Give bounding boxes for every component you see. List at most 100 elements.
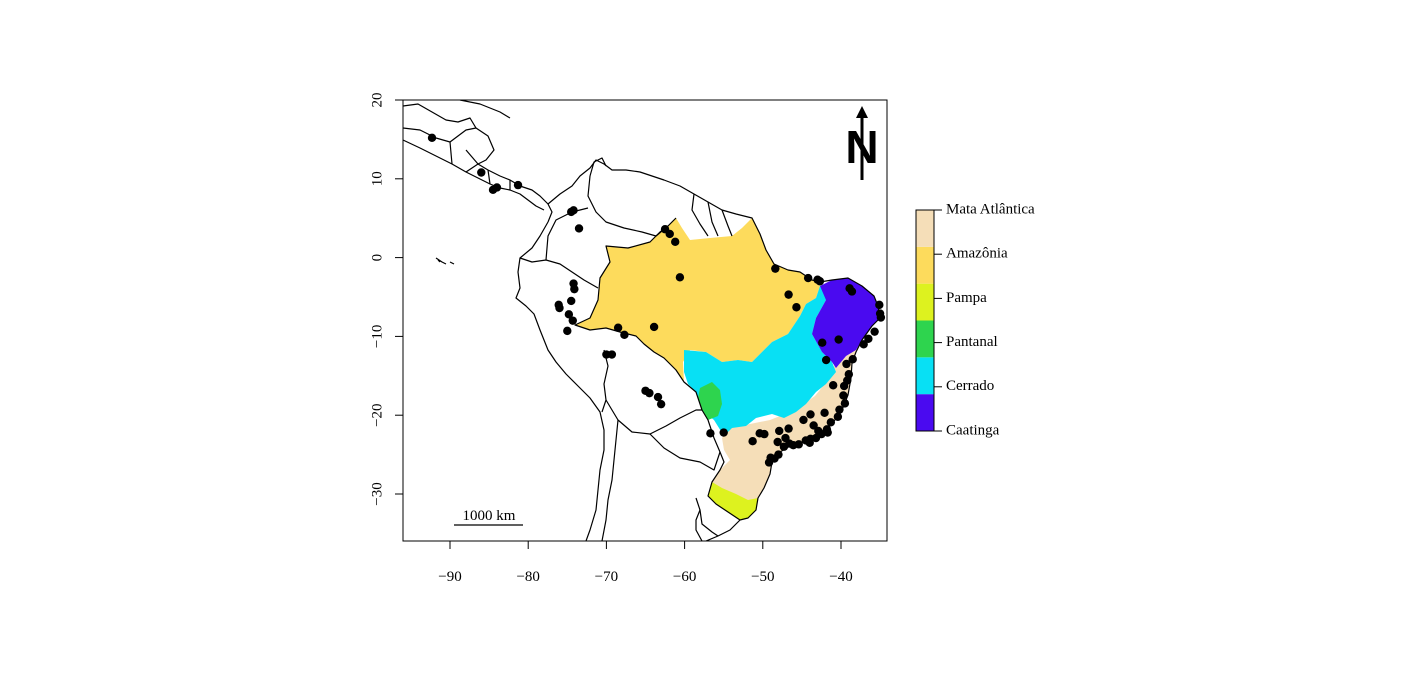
occurrence-point <box>675 273 685 282</box>
x-tick-label: −80 <box>516 569 539 585</box>
border-argentina-uruguay <box>695 497 719 537</box>
occurrence-point <box>567 296 576 306</box>
border-chile-argentina <box>601 419 619 541</box>
border-peru-bolivia <box>601 349 609 413</box>
border-bolivia-south <box>605 399 702 435</box>
legend-label: Caatinga <box>946 422 1000 438</box>
occurrence-point <box>875 300 884 310</box>
occurrence-point <box>771 264 780 273</box>
y-tick-label: 20 <box>369 93 385 108</box>
occurrence-point <box>806 410 815 419</box>
north-arrow-label: N <box>845 121 878 173</box>
north-arrow-head <box>856 106 868 118</box>
y-tick-label: −20 <box>369 403 385 426</box>
occurrence-point <box>876 313 886 322</box>
occurrence-points <box>427 133 886 467</box>
occurrence-point <box>649 322 659 332</box>
border-french-guiana <box>721 209 733 237</box>
occurrence-point <box>775 426 784 436</box>
occurrence-point <box>826 418 836 427</box>
occurrence-point <box>706 429 715 438</box>
occurrence-point <box>803 273 813 283</box>
occurrence-point <box>799 415 808 425</box>
legend-swatch <box>916 210 934 247</box>
y-tick-label: 0 <box>369 254 385 262</box>
border-paraguay <box>649 433 721 471</box>
occurrence-point <box>568 316 577 325</box>
legend-swatch <box>916 320 934 358</box>
occurrence-point <box>645 388 654 398</box>
occurrence-point <box>823 428 832 437</box>
occurrence-point <box>574 224 584 233</box>
occurrence-point <box>820 408 829 418</box>
x-tick-label: −50 <box>751 569 774 585</box>
occurrence-point <box>671 237 680 247</box>
border-suriname <box>707 201 719 237</box>
coast-uruguay <box>695 509 703 541</box>
occurrence-point <box>818 338 827 347</box>
occurrence-point <box>840 399 850 408</box>
occurrence-point <box>427 133 437 143</box>
occurrence-point <box>564 310 574 319</box>
legend: Mata Atlântica Amazônia Pampa Pantanal Cerra… <box>915 201 1035 438</box>
occurrence-point <box>607 350 617 359</box>
occurrence-point <box>719 428 728 437</box>
y-tick-label: −10 <box>369 325 385 348</box>
occurrence-point <box>809 421 818 430</box>
occurrence-point <box>781 433 790 443</box>
x-tick-label: −40 <box>829 569 852 585</box>
x-tick-label: −90 <box>438 569 461 585</box>
biome-layer <box>575 218 880 520</box>
occurrence-point <box>842 359 851 369</box>
legend-label: Amazônia <box>946 246 1008 262</box>
x-axis: −90 −80 −70 −60 −50 −40 <box>438 540 853 585</box>
occurrence-point <box>620 330 629 340</box>
biome-mata-atlantica <box>712 335 860 505</box>
occurrence-point <box>784 424 793 433</box>
scale-bar: 1000 km <box>454 508 523 526</box>
y-tick-label: 10 <box>369 171 385 186</box>
y-tick-label: −30 <box>369 482 385 505</box>
map-content <box>403 100 886 541</box>
occurrence-point <box>563 326 572 336</box>
legend-label: Pantanal <box>946 334 998 350</box>
occurrence-point <box>821 355 831 365</box>
y-axis: 20 10 0 −10 −20 −30 <box>369 93 404 506</box>
occurrence-point <box>839 391 848 400</box>
occurrence-point <box>555 303 564 313</box>
occurrence-point <box>488 185 498 195</box>
occurrence-point <box>833 412 843 421</box>
border-colombia-ecuador-peru <box>519 257 599 289</box>
occurrence-point <box>653 392 663 402</box>
border-nicaragua <box>487 169 491 185</box>
occurrence-point <box>835 405 844 414</box>
occurrence-point <box>784 290 793 299</box>
occurrence-point <box>814 426 823 436</box>
occurrence-point <box>815 277 825 286</box>
island-cuba <box>459 100 511 119</box>
coast-central-america-north <box>403 103 477 129</box>
biome-pampa <box>708 482 758 520</box>
legend-label: Mata Atlântica <box>946 201 1035 217</box>
occurrence-point <box>870 327 879 336</box>
border-colombia-south <box>545 207 589 261</box>
island-small <box>435 257 455 265</box>
border-honduras <box>465 149 479 173</box>
legend-frame <box>915 209 935 432</box>
occurrence-point <box>848 355 857 364</box>
north-arrow: N <box>845 106 879 180</box>
occurrence-point <box>613 323 623 332</box>
coast-central-america <box>403 127 553 223</box>
x-tick-label: −70 <box>595 569 618 585</box>
coast-venezuela-detail <box>589 157 607 177</box>
occurrence-point <box>828 381 838 390</box>
legend-swatch <box>916 357 934 395</box>
occurrence-point <box>844 370 854 379</box>
occurrence-point <box>665 229 674 239</box>
occurrence-point <box>656 399 666 409</box>
border-brazil-west <box>574 217 741 521</box>
biome-caatinga <box>812 278 880 368</box>
legend-label: Pampa <box>946 290 987 306</box>
biome-amazonia <box>575 218 820 382</box>
border-guatemala <box>449 141 453 165</box>
